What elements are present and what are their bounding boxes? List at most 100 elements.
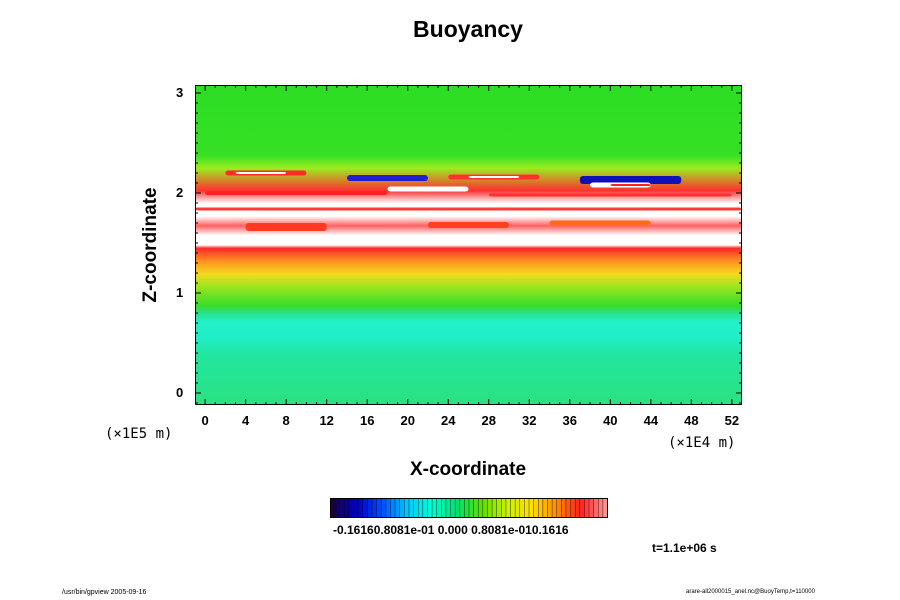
z-axis-label: Z-coordinate [140,187,161,303]
colorbar-cell [519,498,525,518]
x-tick-label: 12 [319,413,334,428]
heatmap-band [468,176,520,178]
colorbar-cell [524,498,530,518]
x-tick-label: 36 [562,413,578,428]
colorbar-cell [385,498,391,518]
colorbar-cell [593,498,599,518]
x-unit-label: (×1E4 m) [668,435,736,451]
colorbar-cell [348,498,354,518]
colorbar-cell [602,498,608,518]
x-tick-label: 52 [724,413,740,428]
plot-frame [195,85,742,405]
colorbar-cell [552,498,558,518]
colorbar-cell [358,498,364,518]
z-tick-label: 3 [176,85,184,100]
colorbar-cell [533,498,539,518]
colorbar-cell [473,498,479,518]
colorbar-cell [510,498,516,518]
colorbar-cell [492,498,497,518]
colorbar-cell [561,498,567,518]
colorbar-cell [529,498,534,518]
colorbar-cell [501,498,507,518]
colorbar-cell [372,498,377,518]
x-tick-label: 28 [481,413,496,428]
plot-area [195,85,742,405]
chart-title: Buoyancy [413,16,523,42]
colorbar-cell [455,498,461,518]
colorbar-cell [339,498,345,518]
colorbar-cell [399,498,405,518]
heatmap-band [387,186,469,192]
colorbar-cell [390,498,396,518]
colorbar-cell [542,498,548,518]
z-tick-label: 1 [176,285,184,300]
colorbar-cell [432,498,437,518]
colorbar-cell [353,498,359,518]
colorbar-cell [413,498,419,518]
colorbar-cell [422,498,428,518]
colorbar-cell [556,498,562,518]
x-tick-label: 8 [282,413,290,428]
colorbar-cell [565,498,571,518]
x-tick-label: 44 [643,413,659,428]
colorbar-cell [538,498,544,518]
colorbar-cell [478,498,484,518]
colorbar-cell [441,498,447,518]
colorbar-cell [436,498,442,518]
colorbar-cell [575,498,581,518]
colorbar-cell [469,498,474,518]
colorbar-cell [505,498,511,518]
colorbar-cell [408,498,414,518]
heatmap-band [427,222,510,228]
z-unit-label: (×1E5 m) [105,426,173,442]
colorbar-cell [515,498,521,518]
footer-left: /usr/bin/gpview 2005-09-16 [62,589,147,596]
heatmap-band [488,193,732,197]
colorbar-cell [579,498,585,518]
colorbar-cell [487,498,493,518]
x-tick-label: 0 [201,413,209,428]
colorbar-cell [418,498,424,518]
heatmap-band [549,220,651,226]
heatmap-band [579,176,682,184]
colorbar-cell [445,498,451,518]
colorbar-cell [496,498,502,518]
colorbar-cell [381,498,387,518]
x-tick-label: 40 [603,413,618,428]
heatmap-band [195,207,742,211]
colorbar-cell [459,498,465,518]
colorbar-cell [395,498,401,518]
heatmap-field [195,85,742,405]
colorbar-cell [547,498,553,518]
colorbar-cell [376,498,382,518]
colorbar-cell [482,498,488,518]
x-tick-label: 4 [242,413,250,428]
colorbar-cell [584,498,590,518]
colorbar [330,498,608,518]
heatmap-band [245,223,327,231]
x-tick-label: 48 [684,413,699,428]
x-tick-label: 16 [359,413,375,428]
x-tick-label: 32 [522,413,537,428]
z-tick-label: 2 [176,185,184,200]
x-tick-label: 24 [441,413,456,428]
heatmap-band [205,191,388,195]
footer-right: arare-all2000015_anel.nc@BuoyTemp,t=1100… [686,589,815,595]
colorbar-cell [330,498,336,518]
colorbar-cell [335,498,341,518]
colorbar-cell [404,498,410,518]
colorbar-cell [464,498,470,518]
colorbar-cell [344,498,350,518]
colorbar-labels: -0.16160.8081e-01 0.000 0.8081e-010.1616 [333,523,569,537]
colorbar-cell [450,498,456,518]
x-tick-label: 20 [400,413,415,428]
x-axis-label: X-coordinate [409,459,527,480]
colorbar-cell [570,498,576,518]
heatmap-band [610,184,651,186]
heatmap-band [346,175,428,181]
z-tick-label: 0 [176,385,184,400]
heatmap-features [195,170,742,231]
colorbar-cell [427,498,433,518]
colorbar-cell [589,498,594,518]
colorbar-cell [362,498,368,518]
